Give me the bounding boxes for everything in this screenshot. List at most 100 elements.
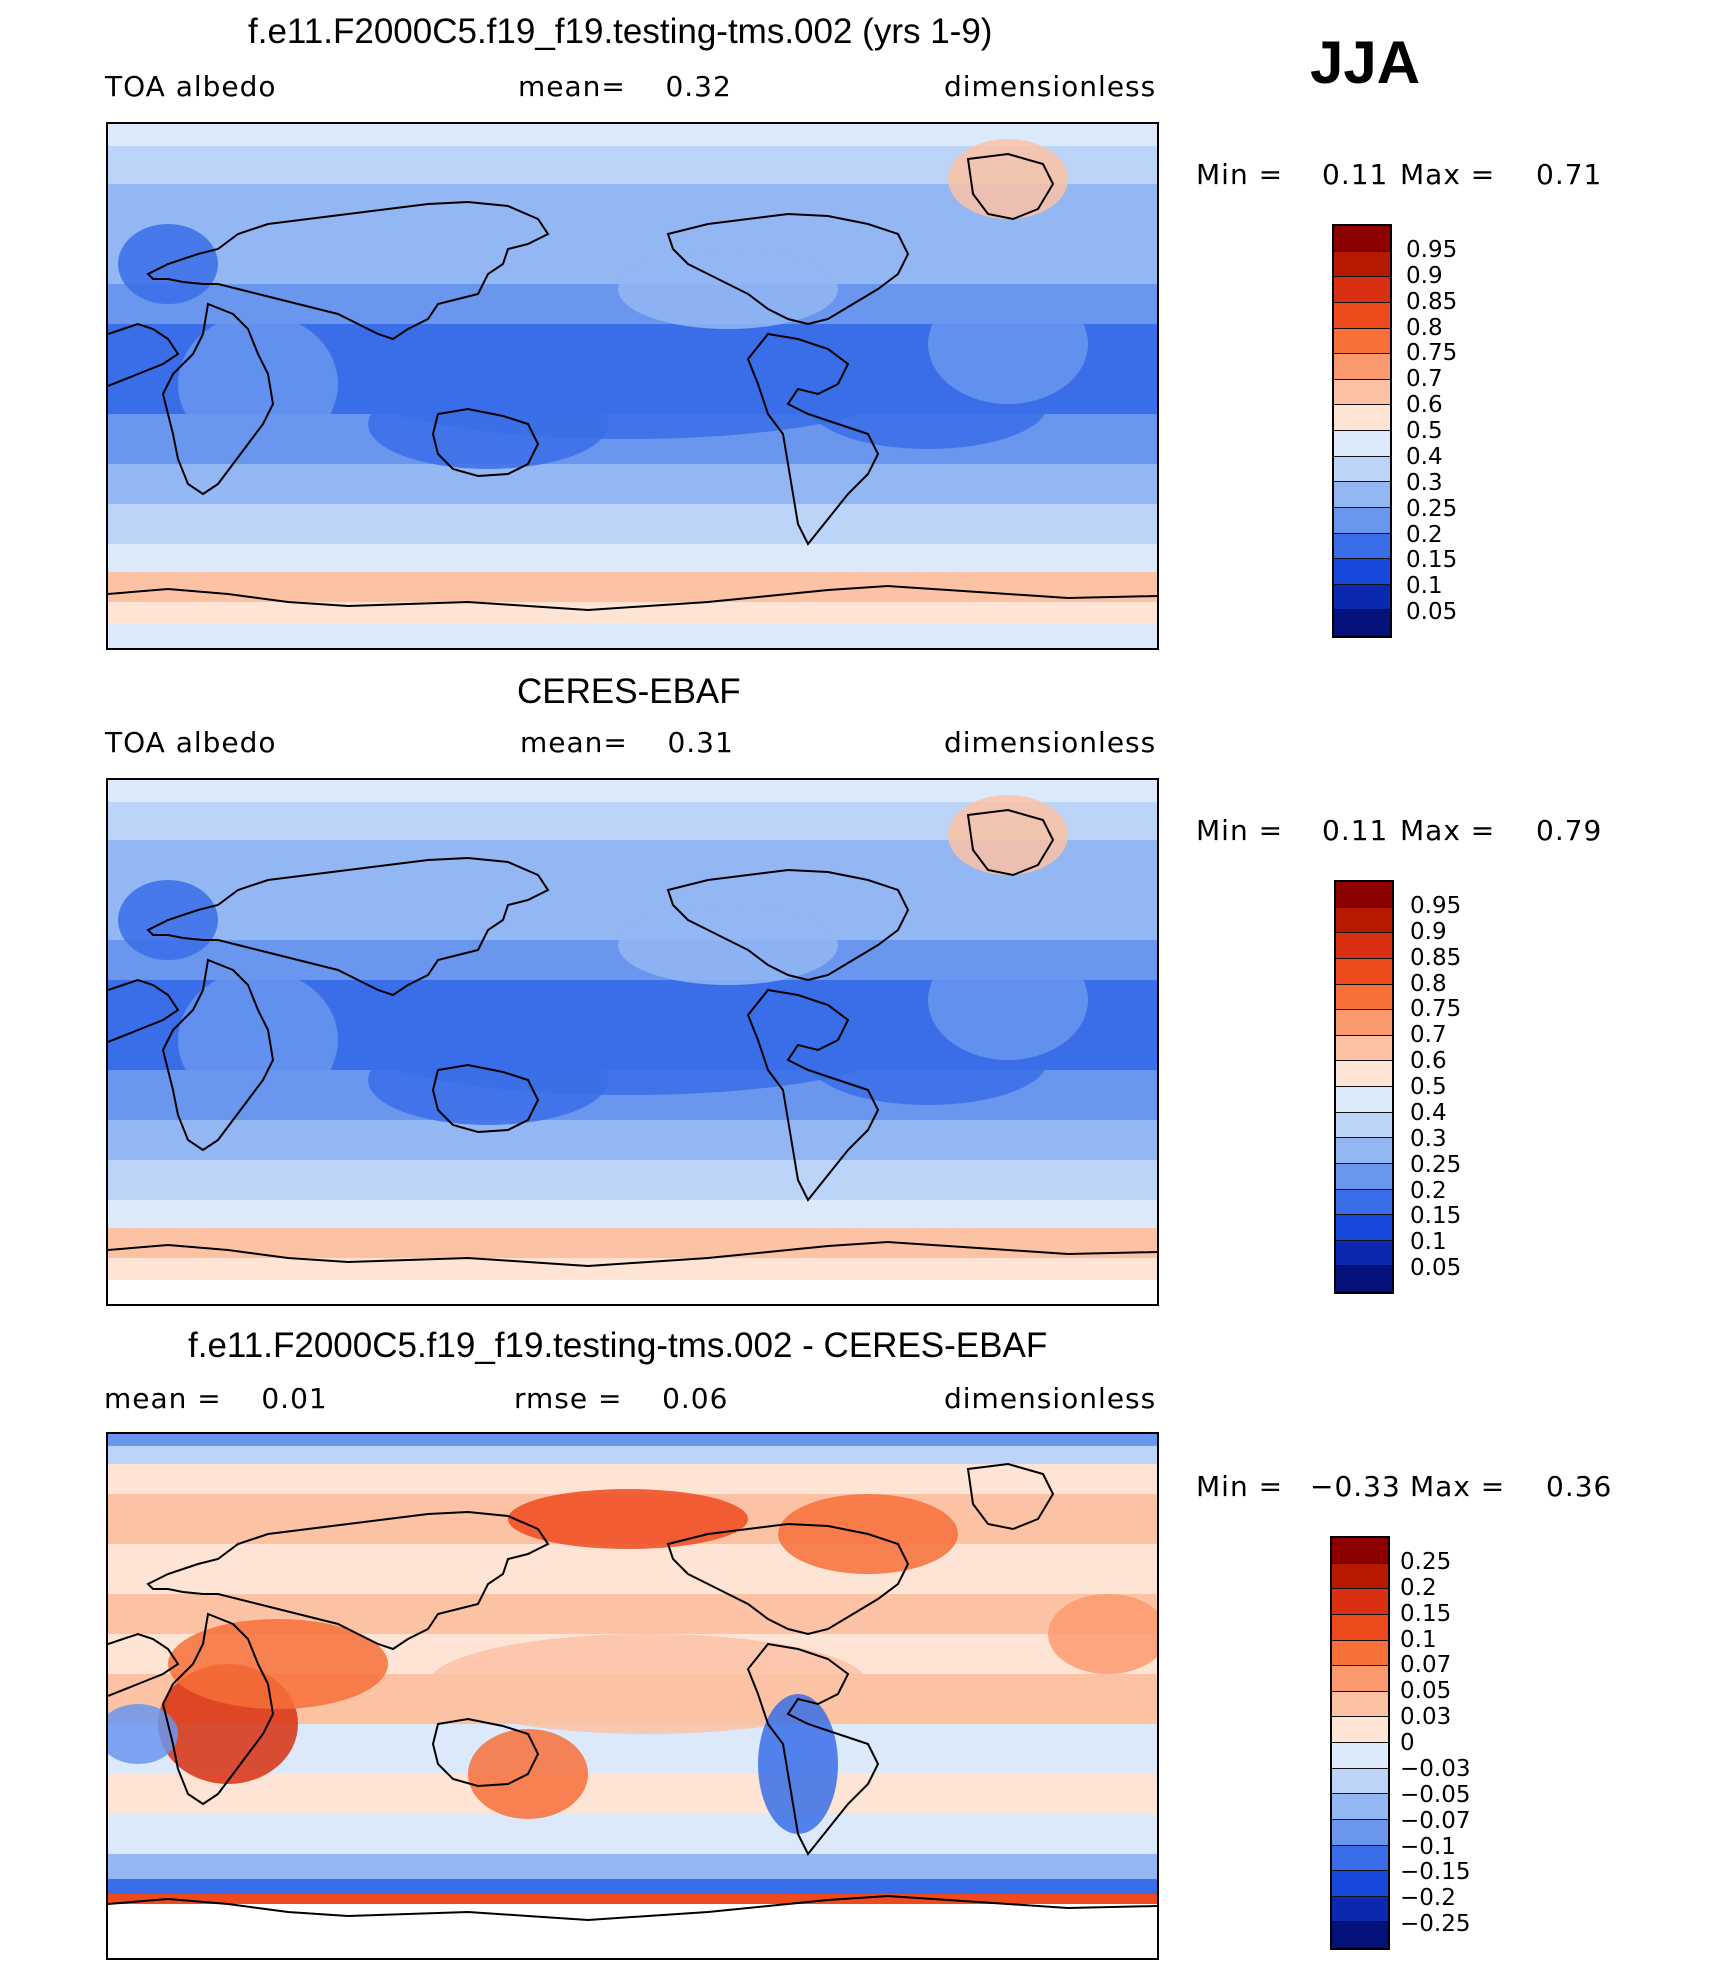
colorbar-swatch <box>1334 277 1390 303</box>
panel-3-map <box>106 1432 1159 1960</box>
colorbar-tick-label: 0.2 <box>1400 1574 1437 1601</box>
colorbar-tick-label: 0.15 <box>1406 547 1458 574</box>
panel-2-variable-label: TOA albedo <box>105 726 277 759</box>
field-band <box>108 124 1157 146</box>
colorbar-tick-label: 0.25 <box>1400 1548 1452 1575</box>
colorbar-tick-label: 0.95 <box>1410 892 1462 919</box>
colorbar-tick-label: 0.4 <box>1410 1099 1447 1126</box>
colorbar-tick-label: −0.07 <box>1400 1807 1471 1834</box>
field-band <box>108 624 1157 648</box>
colorbar-swatch <box>1336 1087 1392 1113</box>
colorbar-tick-label: 0.1 <box>1400 1626 1437 1653</box>
coastline <box>161 1612 275 1806</box>
colorbar-swatch <box>1332 1743 1388 1769</box>
coastline <box>108 322 180 387</box>
panel-1-mean-label: mean= 0.32 <box>518 70 732 103</box>
colorbar-swatch <box>1334 379 1390 406</box>
colorbar-swatch <box>1336 1240 1392 1267</box>
field-feature <box>428 1634 868 1734</box>
panel-3-title: f.e11.F2000C5.f19_f19.testing-tms.002 - … <box>188 1326 1048 1365</box>
panel-1-variable-label: TOA albedo <box>105 70 277 103</box>
colorbar-swatch <box>1336 933 1392 959</box>
coastline <box>146 856 550 997</box>
field-feature <box>368 379 608 469</box>
colorbar-swatch <box>1332 1666 1388 1692</box>
season-label: JJA <box>1310 29 1421 96</box>
colorbar-swatch <box>1334 405 1390 431</box>
coastline <box>666 1522 910 1636</box>
colorbar-swatch <box>1334 533 1390 560</box>
colorbar-swatch <box>1336 1138 1392 1164</box>
colorbar-swatch <box>1332 1845 1388 1872</box>
colorbar-swatch <box>1332 1768 1388 1795</box>
colorbar-swatch <box>1332 1691 1388 1718</box>
colorbar-swatch <box>1332 1538 1388 1564</box>
panel-1-max-value: 0.71 <box>1536 158 1603 191</box>
panel-1-units-label: dimensionless <box>944 70 1157 103</box>
colorbar-tick-label: 0.75 <box>1406 340 1458 367</box>
field-band <box>108 1894 1157 1904</box>
colorbar-tick-label: 0.2 <box>1410 1177 1447 1204</box>
field-band <box>108 1434 1157 1446</box>
panel-3-colorbar <box>1330 1536 1390 1950</box>
colorbar-tick-label: 0.3 <box>1410 1125 1447 1152</box>
colorbar-swatch <box>1336 984 1392 1011</box>
panel-1-map <box>106 122 1159 650</box>
coastline <box>666 212 910 326</box>
field-band <box>108 572 1157 602</box>
colorbar-swatch <box>1332 1614 1388 1641</box>
field-feature <box>928 940 1088 1060</box>
colorbar-swatch <box>1332 1819 1388 1846</box>
field-band <box>108 602 1157 624</box>
coastline <box>966 808 1055 877</box>
colorbar-tick-label: 0.85 <box>1406 288 1458 315</box>
colorbar-swatch <box>1334 507 1390 534</box>
colorbar-tick-label: 0.1 <box>1410 1229 1447 1256</box>
coastline <box>146 1510 550 1651</box>
panel-2-max-label: Max = <box>1400 814 1496 847</box>
colorbar-swatch <box>1336 1010 1392 1036</box>
colorbar-swatch <box>1332 1589 1388 1615</box>
panel-3-min-label: Min = <box>1196 1470 1284 1503</box>
colorbar-swatch <box>1334 584 1390 611</box>
colorbar-swatch <box>1336 1035 1392 1062</box>
colorbar-tick-label: 0.05 <box>1406 599 1458 626</box>
panel-1-field <box>108 124 1157 648</box>
panel-2-max-value: 0.79 <box>1536 814 1603 847</box>
colorbar-tick-label: 0.07 <box>1400 1652 1452 1679</box>
field-band <box>108 1854 1157 1879</box>
colorbar-tick-label: −0.1 <box>1400 1833 1456 1860</box>
panel-1-colorbar <box>1332 224 1392 638</box>
colorbar-tick-label: 0.8 <box>1406 314 1443 341</box>
field-band <box>108 1160 1157 1200</box>
colorbar-swatch <box>1334 226 1390 252</box>
field-feature <box>618 249 838 329</box>
coastline <box>666 868 910 982</box>
colorbar-swatch <box>1334 354 1390 380</box>
colorbar-swatch <box>1334 610 1390 636</box>
coastline <box>161 958 275 1152</box>
field-band <box>108 1120 1157 1160</box>
field-feature <box>368 1035 608 1125</box>
coastline <box>431 1063 540 1134</box>
field-feature <box>948 795 1068 875</box>
field-band <box>108 1258 1157 1280</box>
colorbar-tick-label: −0.03 <box>1400 1755 1471 1782</box>
colorbar-swatch <box>1334 482 1390 508</box>
colorbar-tick-label: −0.2 <box>1400 1885 1456 1912</box>
panel-2-min-label: Min = <box>1196 814 1284 847</box>
colorbar-tick-label: 0.95 <box>1406 236 1458 263</box>
coastline <box>966 152 1055 221</box>
panel-3-min-value: −0.33 <box>1310 1470 1401 1503</box>
coastline <box>146 200 550 341</box>
field-band <box>108 780 1157 802</box>
field-feature <box>168 1619 388 1709</box>
colorbar-tick-label: 0.85 <box>1410 944 1462 971</box>
panel-3-mean-label: mean = 0.01 <box>104 1382 328 1415</box>
colorbar-tick-label: 0.6 <box>1406 392 1443 419</box>
colorbar-tick-label: 0 <box>1400 1730 1415 1756</box>
field-feature <box>178 314 338 454</box>
coastline <box>108 1240 1157 1268</box>
panel-2-units-label: dimensionless <box>944 726 1157 759</box>
field-feature <box>1048 1594 1157 1674</box>
